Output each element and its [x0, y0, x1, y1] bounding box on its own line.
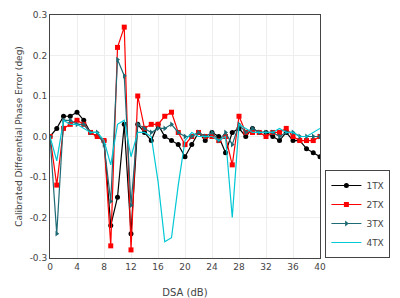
- svg-text:Calibrated Differential Phase: Calibrated Differential Phase Error (deg…: [14, 46, 24, 227]
- svg-text:0.0: 0.0: [33, 132, 48, 142]
- svg-text:32: 32: [260, 262, 271, 272]
- svg-text:16: 16: [152, 262, 164, 272]
- svg-text:1TX: 1TX: [366, 181, 383, 191]
- svg-text:3TX: 3TX: [366, 219, 383, 229]
- svg-text:20: 20: [179, 262, 191, 272]
- svg-text:0: 0: [47, 262, 53, 272]
- svg-text:4: 4: [74, 262, 80, 272]
- svg-text:-0.3: -0.3: [30, 253, 48, 263]
- svg-text:0.1: 0.1: [33, 91, 47, 101]
- svg-text:36: 36: [287, 262, 299, 272]
- svg-text:0.2: 0.2: [33, 51, 47, 61]
- svg-text:40: 40: [314, 262, 326, 272]
- svg-text:24: 24: [206, 262, 218, 272]
- svg-text:28: 28: [233, 262, 245, 272]
- svg-text:-0.2: -0.2: [30, 213, 48, 223]
- svg-text:DSA (dB): DSA (dB): [162, 287, 207, 298]
- svg-text:2TX: 2TX: [366, 200, 383, 210]
- svg-text:-0.1: -0.1: [30, 172, 48, 182]
- svg-text:8: 8: [101, 262, 107, 272]
- svg-text:0.3: 0.3: [33, 10, 47, 20]
- svg-text:12: 12: [125, 262, 136, 272]
- svg-text:4TX: 4TX: [366, 238, 383, 248]
